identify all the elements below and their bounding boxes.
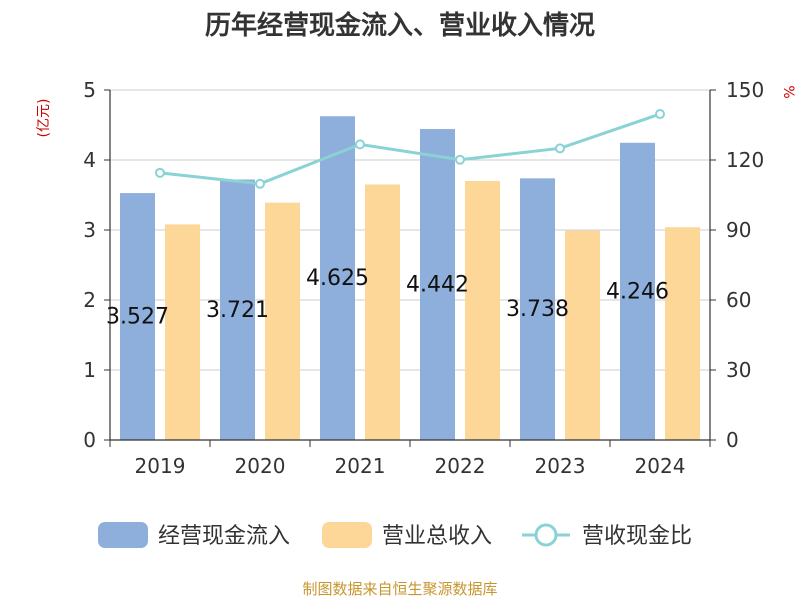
- x-tick-label: 2021: [335, 454, 386, 478]
- legend-swatch-bar: [322, 522, 372, 548]
- y-right-tick-label: 120: [726, 148, 764, 172]
- y-right-axis-label: %: [780, 85, 796, 98]
- ratio-line-point: [155, 167, 165, 178]
- ratio-line-point: [355, 139, 365, 150]
- bar-cash-inflow: [120, 193, 155, 440]
- data-label: 4.246: [606, 279, 669, 304]
- bar-revenue: [265, 202, 300, 440]
- ratio-line-path: [159, 112, 661, 186]
- x-tick-label: 2023: [535, 454, 586, 478]
- y-right-tick-label: 90: [726, 218, 751, 242]
- y-left-axis-label: (亿元): [36, 99, 52, 138]
- source-note: 制图数据来自恒生聚源数据库: [302, 580, 497, 598]
- legend-label: 营收现金比: [582, 524, 692, 549]
- y-right-tick-label: 150: [726, 78, 764, 102]
- x-tick-label: 2022: [435, 454, 486, 478]
- grid-lines: [110, 89, 710, 371]
- x-tick-label: 2019: [135, 454, 186, 478]
- ratio-line-point: [655, 109, 665, 120]
- bar-cash-inflow: [320, 116, 355, 440]
- y-left-tick-label: 5: [83, 78, 96, 102]
- legend: 经营现金流入 营业总收入 营收现金比: [98, 522, 692, 549]
- data-label: 4.625: [306, 266, 369, 291]
- x-tick-label: 2024: [635, 454, 686, 478]
- bar-cash-inflow: [620, 142, 655, 440]
- chart-title: 历年经营现金流入、营业收入情况: [205, 10, 595, 41]
- y-right-tick-label: 0: [726, 428, 739, 452]
- bar-cash-inflow: [520, 178, 555, 440]
- legend-label: 经营现金流入: [158, 524, 290, 549]
- y-left-tick-label: 1: [83, 358, 96, 382]
- bar-revenue: [365, 184, 400, 440]
- y-left-tick-label: 0: [83, 428, 96, 452]
- data-label: 3.738: [506, 297, 569, 322]
- bar-revenue: [465, 181, 500, 440]
- legend-swatch-marker: [534, 523, 558, 547]
- data-label: 3.527: [106, 305, 169, 330]
- data-labels: 3.527 3.721 4.625 4.442 3.738 4.246: [106, 266, 669, 329]
- data-label: 3.721: [206, 298, 269, 323]
- bar-revenue: [565, 230, 600, 440]
- y-right-tick-label: 60: [726, 288, 751, 312]
- y-left-tick-label: 4: [83, 148, 96, 172]
- bar-cash-inflow: [420, 129, 455, 440]
- y-left-tick-label: 3: [83, 218, 96, 242]
- legend-label: 营业总收入: [382, 524, 492, 549]
- legend-swatch-bar: [98, 522, 148, 548]
- y-right-tick-label: 30: [726, 358, 751, 382]
- x-tick-label: 2020: [235, 454, 286, 478]
- ratio-line-point: [555, 143, 565, 154]
- y-left-tick-label: 2: [83, 288, 96, 312]
- bar-revenue: [665, 227, 700, 440]
- ratio-line-point: [255, 178, 265, 189]
- bar-revenue: [165, 224, 200, 440]
- ratio-line: [155, 109, 665, 189]
- axes: 0 0 1 30 2 60 3 90 4 120 5 150 2019 2020 2021 2022 2023 2…: [83, 78, 764, 478]
- bar-cash-inflow: [220, 179, 255, 440]
- ratio-line-point: [455, 154, 465, 165]
- data-label: 4.442: [406, 273, 469, 298]
- bars: [120, 116, 700, 440]
